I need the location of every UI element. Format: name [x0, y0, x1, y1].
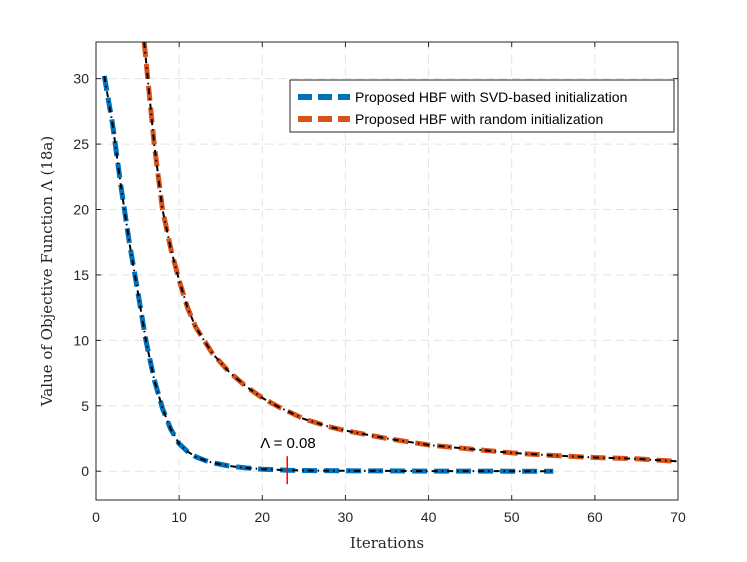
- y-tick-label: 30: [73, 71, 89, 87]
- legend-box: [289, 79, 675, 133]
- y-tick-label: 0: [81, 463, 89, 479]
- series-layer: [101, 41, 679, 474]
- plot-frame: [95, 41, 679, 501]
- x-tick-label: 20: [254, 509, 270, 525]
- annotation-layer: Λ = 0.08: [260, 435, 316, 485]
- x-tick-label: 40: [421, 509, 437, 525]
- series-svd-init-dashdot-overlay: [103, 75, 554, 473]
- y-tick-label: 5: [81, 398, 89, 414]
- x-tick-label: 30: [338, 509, 354, 525]
- y-tick-label: 10: [73, 332, 89, 348]
- x-tick-label: 50: [504, 509, 520, 525]
- x-axis-label: Iterations: [350, 534, 424, 552]
- x-tick-label: 0: [92, 509, 100, 525]
- x-tick-label: 10: [171, 509, 187, 525]
- series-random-init-dashdot-overlay: [143, 41, 679, 463]
- legend: Proposed HBF with SVD-based initializati…: [289, 79, 675, 133]
- x-tick-label: 70: [670, 509, 686, 525]
- y-tick-label: 20: [73, 201, 89, 217]
- x-tick-label: 60: [587, 509, 603, 525]
- legend-entry-random: Proposed HBF with random initialization: [355, 111, 603, 127]
- y-tick-label: 25: [73, 136, 89, 152]
- y-axis-label: Value of Objective Function Λ (18a): [38, 136, 56, 407]
- y-tick-label: 15: [73, 267, 89, 283]
- annotation-label: Λ = 0.08: [260, 435, 315, 452]
- axis-ticks: 0 10 20 30 40 50 60 70 0 5 10 15 20 25 30: [73, 42, 686, 525]
- legend-entry-svd: Proposed HBF with SVD-based initializati…: [355, 89, 627, 105]
